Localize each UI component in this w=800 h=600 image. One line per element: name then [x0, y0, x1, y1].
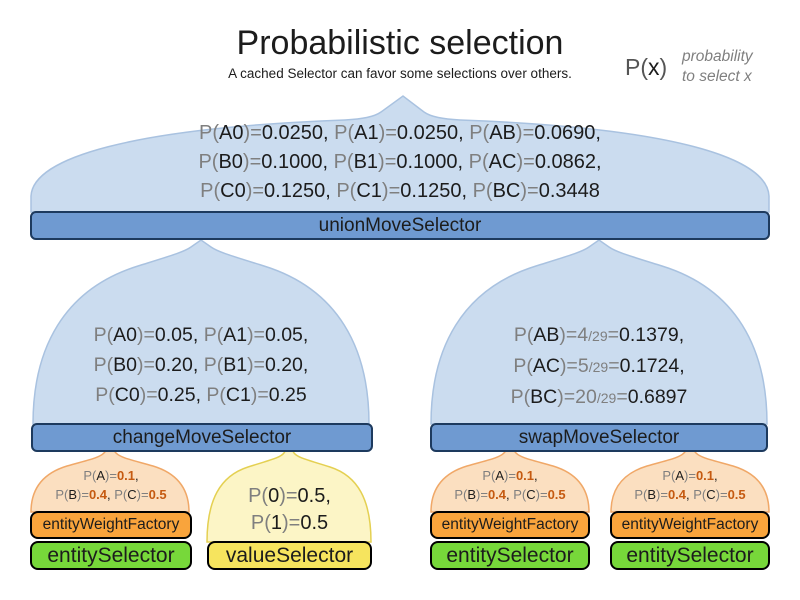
swap-funnel-shape [430, 239, 768, 425]
probability-line: P(C0)=0.25, P(C1)=0.25 [95, 384, 307, 406]
probability-line: P(B)=0.4, P(C)=0.5 [55, 487, 167, 502]
legend-note-line2: to select x [682, 68, 752, 85]
probability-line: P(B)=0.4, P(C)=0.5 [634, 487, 746, 502]
entity-weight-probabilities-2: P(A)=0.1, P(B)=0.4, P(C)=0.5 [430, 466, 590, 504]
union-funnel-shape [30, 95, 770, 213]
probability-line: P(AC)=5/29=0.1724, [513, 355, 685, 377]
probability-line: P(0)=0.5, [248, 485, 331, 507]
swap-move-selector-bar: swapMoveSelector [430, 423, 768, 452]
page-title: Probabilistic selection [236, 24, 564, 62]
probability-line: P(AB)=4/29=0.1379, [513, 324, 685, 346]
value-selector-bar: valueSelector [207, 541, 372, 570]
probability-line: P(A)=0.1, [482, 468, 538, 483]
probability-line: P(B0)=0.20, P(B1)=0.20, [93, 354, 309, 376]
probability-line: P(BC)=20/29=0.6897 [510, 386, 688, 408]
change-funnel-shape [32, 239, 370, 425]
entity-selector-bar-3: entitySelector [610, 541, 770, 570]
entity-weight-factory-bar-1: entityWeightFactory [30, 511, 192, 539]
probability-line: P(A)=0.1, [662, 468, 718, 483]
legend-note: probability to select x [682, 47, 753, 87]
entity-selector-bar-1: entitySelector [30, 541, 192, 570]
value-probabilities: P(0)=0.5, P(1)=0.5 [207, 483, 372, 537]
entity-weight-probabilities-1: P(A)=0.1, P(B)=0.4, P(C)=0.5 [30, 466, 192, 504]
probability-line: P(A)=0.1, [83, 468, 139, 483]
probability-formula: P(x) [625, 54, 668, 80]
probability-line: P(B)=0.4, P(C)=0.5 [454, 487, 566, 502]
probability-line: P(C0)=0.1250, P(C1)=0.1250, P(BC)=0.3448 [200, 180, 600, 202]
swap-probabilities: P(AB)=4/29=0.1379, P(AC)=5/29=0.1724, P(… [431, 320, 767, 413]
entity-selector-bar-2: entitySelector [430, 541, 590, 570]
union-move-selector-bar: unionMoveSelector [30, 211, 770, 240]
change-probabilities: P(A0)=0.05, P(A1)=0.05, P(B0)=0.20, P(B1… [33, 320, 369, 410]
union-probabilities: P(A0)=0.0250, P(A1)=0.0250, P(AB)=0.0690… [30, 119, 770, 206]
probability-line: P(1)=0.5 [250, 512, 329, 534]
entity-weight-probabilities-3: P(A)=0.1, P(B)=0.4, P(C)=0.5 [610, 466, 770, 504]
change-move-selector-bar: changeMoveSelector [31, 423, 373, 452]
legend-note-line1: probability [682, 48, 753, 65]
page-subtitle: A cached Selector can favor some selecti… [228, 66, 572, 81]
entity-weight-factory-bar-3: entityWeightFactory [610, 511, 770, 539]
entity-weight-factory-bar-2: entityWeightFactory [430, 511, 590, 539]
probability-line: P(B0)=0.1000, P(B1)=0.1000, P(AC)=0.0862… [198, 151, 602, 173]
probability-line: P(A0)=0.0250, P(A1)=0.0250, P(AB)=0.0690… [199, 122, 601, 144]
probability-line: P(A0)=0.05, P(A1)=0.05, [93, 324, 309, 346]
